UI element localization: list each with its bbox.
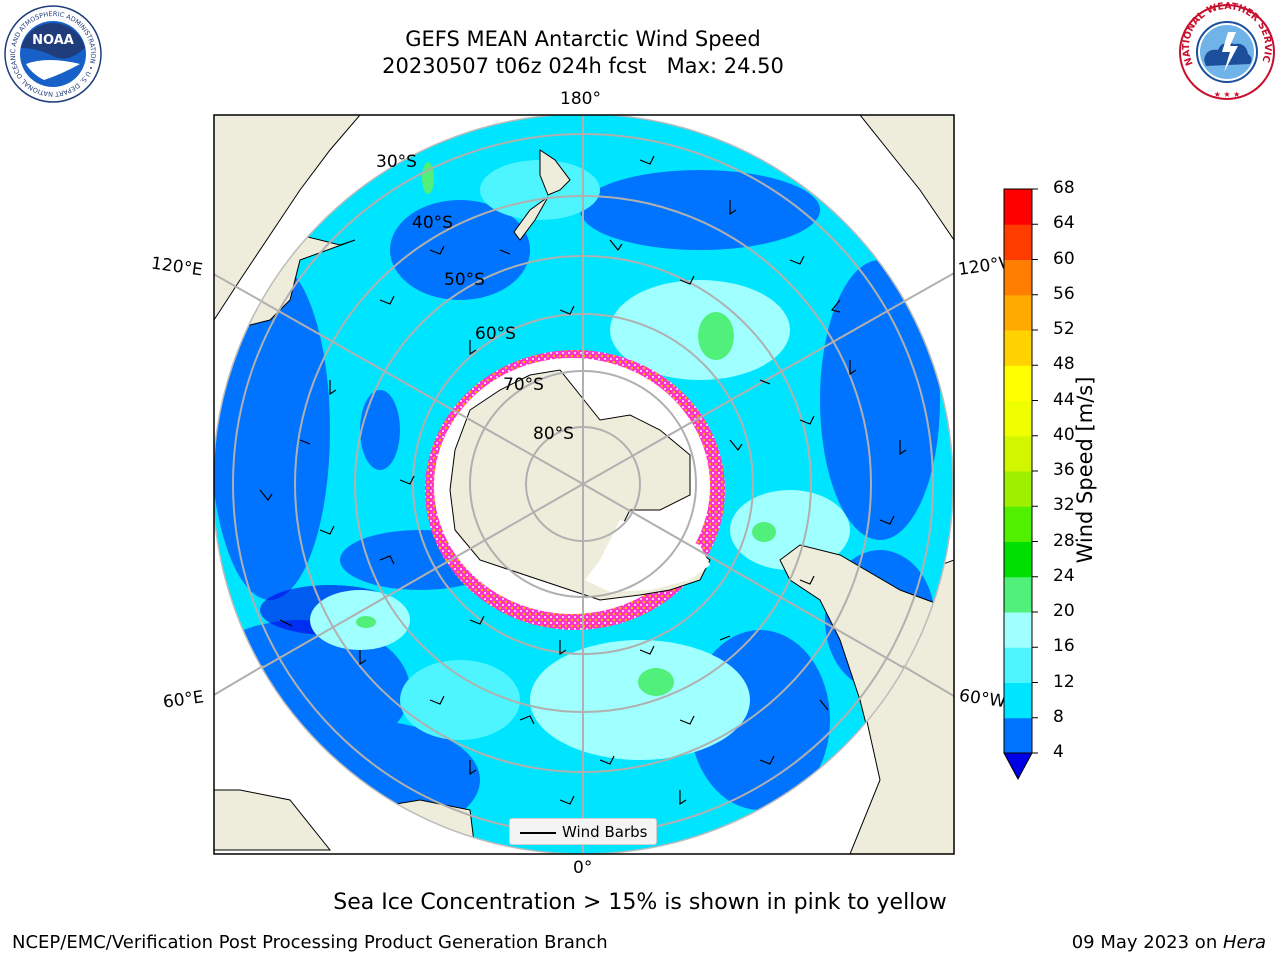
colorbar-label: Wind Speed [m/s] xyxy=(1073,376,1097,564)
lon-label-0: 0° xyxy=(573,858,593,878)
colorbar-tick-label: 28 xyxy=(1053,530,1075,551)
colorbar-segment xyxy=(1004,330,1032,366)
colorbar-tick-label: 40 xyxy=(1053,424,1075,445)
generation-host: Hera xyxy=(1222,932,1266,953)
lat-label-40s: 40°S xyxy=(412,213,453,233)
colorbar-segment xyxy=(1004,365,1032,401)
colorbar-tick-label: 32 xyxy=(1053,495,1075,516)
lon-label-180: 180° xyxy=(560,89,601,109)
colorbar-segment xyxy=(1004,189,1032,225)
noaa-wordmark: NOAA xyxy=(32,33,74,48)
colorbar-tick-label: 24 xyxy=(1053,565,1075,586)
colorbar-segment xyxy=(1004,435,1032,472)
colorbar-segment xyxy=(1004,541,1032,578)
colorbar-tick-label: 12 xyxy=(1053,671,1075,692)
colorbar-segment xyxy=(1004,471,1032,507)
map-legend: Wind Barbs xyxy=(509,818,657,845)
colorbar-tick-label: 8 xyxy=(1053,706,1064,727)
colorbar-segment xyxy=(1004,682,1032,719)
graticule xyxy=(214,115,953,854)
colorbar-segment xyxy=(1004,647,1032,683)
colorbar-tick-label: 4 xyxy=(1053,742,1064,762)
colorbar-tick-label: 20 xyxy=(1053,601,1075,621)
colorbar-segment xyxy=(1004,400,1032,437)
colorbar-tick-label: 52 xyxy=(1053,319,1075,339)
noaa-logo: NATIONAL OCEANIC AND ATMOSPHERIC ADMINIS… xyxy=(2,4,102,103)
lat-label-30s: 30°S xyxy=(376,152,417,172)
legend-label: Wind Barbs xyxy=(562,823,648,841)
colorbar-tick-label: 68 xyxy=(1053,178,1075,198)
colorbar-segment xyxy=(1004,612,1032,648)
map-subtitle: 20230507 t06z 024h fcst Max: 24.50 xyxy=(382,54,784,78)
colorbar-segment xyxy=(1004,259,1032,296)
wind-barb-legend-line xyxy=(520,832,556,834)
generation-info: 09 May 2023 on Hera xyxy=(1072,932,1266,953)
lat-label-60s: 60°S xyxy=(475,324,516,344)
colorbar-tick-label: 56 xyxy=(1053,283,1075,304)
map-title: GEFS MEAN Antarctic Wind Speed xyxy=(405,27,761,51)
colorbar-tick-label: 60 xyxy=(1053,248,1075,269)
svg-text:★ ★ ★: ★ ★ ★ xyxy=(1214,90,1241,99)
colorbar-segment xyxy=(1004,576,1032,613)
map-frame xyxy=(213,114,955,855)
colorbar-tick-label: 48 xyxy=(1053,354,1075,375)
lat-label-50s: 50°S xyxy=(444,270,485,290)
colorbar-segment xyxy=(1004,224,1032,260)
sea-ice-note: Sea Ice Concentration > 15% is shown in … xyxy=(333,890,947,915)
lat-label-70s: 70°S xyxy=(503,375,544,395)
graticule-outer xyxy=(214,271,954,698)
colorbar xyxy=(1003,188,1038,781)
colorbar-tick-label: 16 xyxy=(1053,636,1075,657)
colorbar-tick-label: 64 xyxy=(1053,213,1075,234)
colorbar-segment xyxy=(1004,506,1032,542)
wind-barbs xyxy=(259,155,907,806)
colorbar-segment xyxy=(1004,717,1032,754)
nws-logo: NATIONAL WEATHER SERVICE ★ ★ ★ xyxy=(1176,2,1275,100)
generation-date: 09 May 2023 on xyxy=(1071,932,1223,953)
lat-label-80s: 80°S xyxy=(533,424,574,444)
colorbar-tick-label: 44 xyxy=(1053,389,1075,410)
colorbar-segment xyxy=(1004,294,1032,331)
producer-credit: NCEP/EMC/Verification Post Processing Pr… xyxy=(12,932,608,953)
colorbar-extend-arrow xyxy=(1003,752,1033,781)
colorbar-tick-label: 36 xyxy=(1053,460,1075,480)
